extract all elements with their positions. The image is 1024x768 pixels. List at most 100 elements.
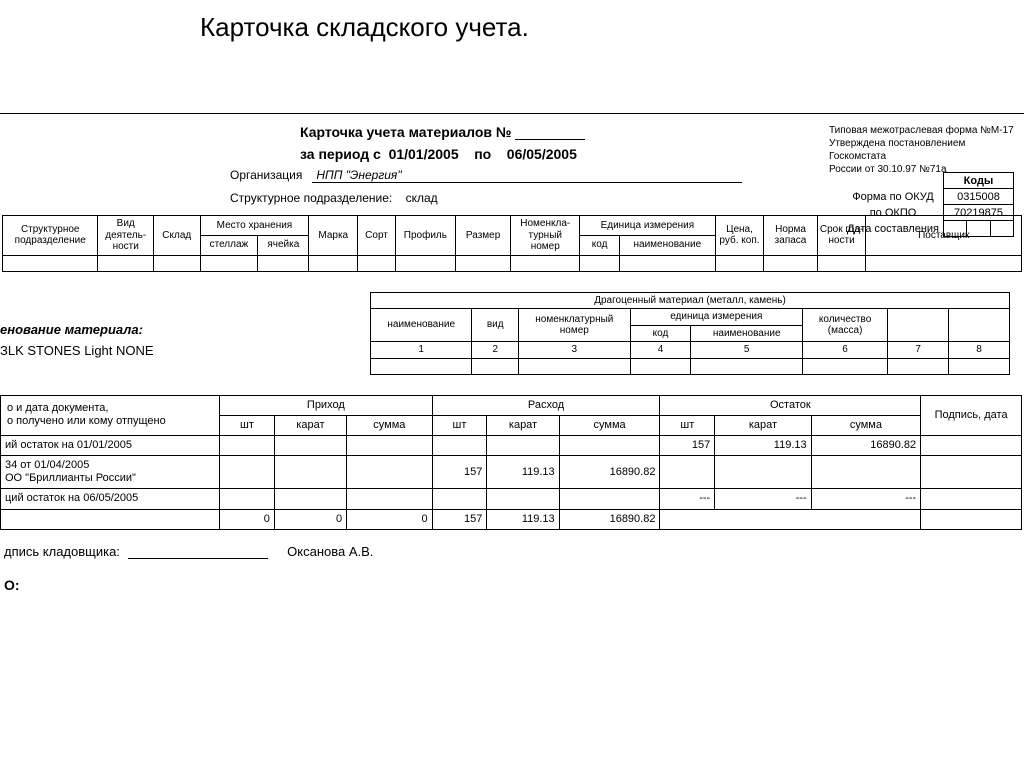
table-cell: --- — [660, 489, 715, 509]
table-cell — [487, 489, 559, 509]
t3-bal-ct: карат — [715, 415, 811, 435]
table-cell — [921, 509, 1022, 529]
table-cell — [347, 435, 432, 455]
codes-block: Коды Форма по ОКУД 0315008 по ОКПО 70219… — [843, 172, 1014, 237]
table-cell: 16890.82 — [559, 456, 660, 489]
th-norm: Норма запаса — [764, 216, 817, 256]
table-cell: 34 от 01/04/2005 ОО "Бриллианты России" — [1, 456, 220, 489]
t2-n1: 1 — [371, 342, 472, 359]
table-cell — [487, 435, 559, 455]
table-cell: 119.13 — [715, 435, 811, 455]
table-cell: 157 — [432, 509, 487, 529]
table-cell — [432, 489, 487, 509]
okpo-value: 70219875 — [944, 205, 1014, 221]
okud-label: Форма по ОКУД — [843, 189, 944, 205]
t2-name: наименование — [371, 309, 472, 342]
t2-nomen: номенклатурный номер — [519, 309, 631, 342]
t2-n8: 8 — [949, 342, 1010, 359]
table-cell — [432, 435, 487, 455]
bottom-cut: О: — [4, 577, 1024, 593]
table-cell — [347, 456, 432, 489]
t3-income: Приход — [220, 395, 433, 415]
date-label: Дата составления — [843, 221, 944, 237]
date-cell-2 — [967, 221, 990, 237]
table-cell — [921, 456, 1022, 489]
date-from: 01/01/2005 — [389, 146, 459, 162]
movement-table: о и дата документа, о получено или кому … — [0, 395, 1022, 530]
period-from-label: за период с — [300, 146, 381, 162]
t2-n2: 2 — [472, 342, 519, 359]
table-cell: 119.13 — [487, 456, 559, 489]
t2-qty: количество (масса) — [802, 309, 887, 342]
t3-bal-sum: сумма — [811, 415, 921, 435]
page-title: Карточка складского учета. — [200, 12, 1024, 43]
period-to-label: по — [474, 146, 491, 162]
table-cell — [220, 456, 275, 489]
t3-balance: Остаток — [660, 395, 921, 415]
t3-in-ct: карат — [274, 415, 346, 435]
card-number-blank — [515, 139, 585, 140]
precious-table: Драгоценный материал (металл, камень) на… — [370, 292, 1010, 375]
t2-kind: вид — [472, 309, 519, 342]
table-cell — [274, 456, 346, 489]
struct-label: Структурное подразделение: — [230, 191, 392, 205]
t2-n6: 6 — [802, 342, 887, 359]
th-storage: Место хранения — [200, 216, 309, 236]
table-cell: 16890.82 — [559, 509, 660, 529]
table-cell: ий остаток на 01/01/2005 — [1, 435, 220, 455]
table-cell — [715, 509, 811, 529]
card-title-prefix: Карточка учета материалов № — [300, 124, 512, 140]
table-cell: 119.13 — [487, 509, 559, 529]
meta-line-2: Утверждена постановлением Госкомстата — [829, 137, 1014, 163]
table-cell: --- — [811, 489, 921, 509]
form-meta: Типовая межотраслевая форма №М-17 Утверж… — [829, 124, 1014, 176]
table-cell — [811, 456, 921, 489]
t2-n4: 4 — [630, 342, 691, 359]
table-cell: 157 — [660, 435, 715, 455]
th-price: Цена, руб. коп. — [715, 216, 764, 256]
sign-label: дпись кладовщика: — [4, 544, 120, 559]
th-cell: ячейка — [258, 235, 309, 255]
table-cell — [559, 435, 660, 455]
t3-sign: Подпись, дата — [921, 395, 1022, 435]
table-cell — [921, 435, 1022, 455]
th-profile: Профиль — [395, 216, 455, 256]
table-cell — [660, 456, 715, 489]
table-cell — [274, 435, 346, 455]
t2-top: Драгоценный материал (металл, камень) — [371, 292, 1010, 309]
t3-col0: о и дата документа, о получено или кому … — [1, 395, 220, 435]
t3-ex-pcs: шт — [432, 415, 487, 435]
sign-name: Оксанова А.В. — [287, 544, 373, 559]
th-sort: Сорт — [358, 216, 396, 256]
th-unit-code: код — [580, 235, 620, 255]
table-cell: --- — [715, 489, 811, 509]
th-unit-name: наименование — [620, 235, 715, 255]
table-cell: 16890.82 — [811, 435, 921, 455]
th-warehouse: Склад — [153, 216, 200, 256]
table-cell — [347, 489, 432, 509]
t3-ex-ct: карат — [487, 415, 559, 435]
table-cell — [274, 489, 346, 509]
t3-bal-pcs: шт — [660, 415, 715, 435]
table-cell — [921, 489, 1022, 509]
codes-header: Коды — [944, 173, 1014, 189]
t2-unit-name: наименование — [691, 325, 803, 342]
t2-unit-code: код — [630, 325, 691, 342]
table-cell: 0 — [274, 509, 346, 529]
th-size: Размер — [455, 216, 511, 256]
struct-value: склад — [406, 191, 438, 205]
material-value: ЗLK STONES Light NONE — [0, 343, 370, 358]
meta-line-1: Типовая межотраслевая форма №М-17 — [829, 124, 1014, 137]
th-brand: Марка — [309, 216, 358, 256]
okpo-label: по ОКПО — [843, 205, 944, 221]
th-unit: Единица измерения — [580, 216, 715, 236]
t3-ex-sum: сумма — [559, 415, 660, 435]
t3-in-sum: сумма — [347, 415, 432, 435]
table-cell — [559, 489, 660, 509]
table-cell — [811, 509, 921, 529]
date-cell-3 — [990, 221, 1013, 237]
th-nomen: Номенкла- турный номер — [511, 216, 580, 256]
table-cell: ций остаток на 06/05/2005 — [1, 489, 220, 509]
date-cell-1 — [944, 221, 967, 237]
t3-in-pcs: шт — [220, 415, 275, 435]
